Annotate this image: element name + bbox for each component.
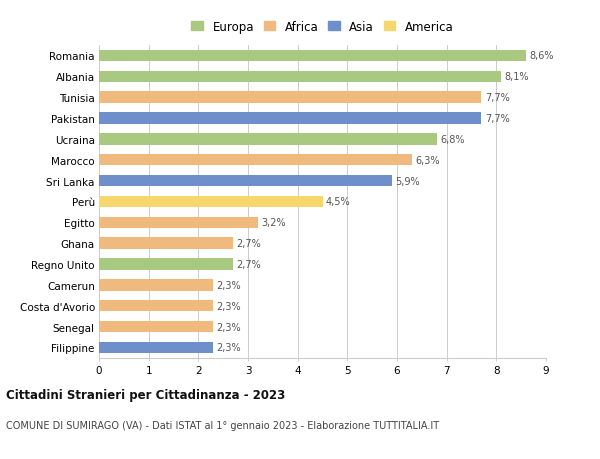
Bar: [99, 113, 481, 124]
Bar: [99, 50, 526, 62]
Text: 7,7%: 7,7%: [485, 114, 509, 124]
Bar: [99, 342, 213, 353]
Text: COMUNE DI SUMIRAGO (VA) - Dati ISTAT al 1° gennaio 2023 - Elaborazione TUTTITALI: COMUNE DI SUMIRAGO (VA) - Dati ISTAT al …: [6, 420, 439, 430]
Bar: [99, 259, 233, 270]
Legend: Europa, Africa, Asia, America: Europa, Africa, Asia, America: [191, 21, 454, 34]
Bar: [99, 72, 502, 83]
Text: 8,1%: 8,1%: [505, 72, 529, 82]
Text: 2,3%: 2,3%: [217, 322, 241, 332]
Bar: [99, 280, 213, 291]
Text: 5,9%: 5,9%: [395, 176, 420, 186]
Bar: [99, 300, 213, 312]
Bar: [99, 238, 233, 249]
Text: 2,7%: 2,7%: [236, 239, 262, 249]
Bar: [99, 217, 258, 229]
Bar: [99, 321, 213, 332]
Text: Cittadini Stranieri per Cittadinanza - 2023: Cittadini Stranieri per Cittadinanza - 2…: [6, 388, 285, 401]
Bar: [99, 134, 437, 145]
Text: 2,7%: 2,7%: [236, 259, 262, 269]
Text: 2,3%: 2,3%: [217, 280, 241, 290]
Text: 3,2%: 3,2%: [262, 218, 286, 228]
Text: 8,6%: 8,6%: [530, 51, 554, 62]
Text: 7,7%: 7,7%: [485, 93, 509, 103]
Text: 6,8%: 6,8%: [440, 134, 465, 145]
Text: 6,3%: 6,3%: [415, 155, 440, 165]
Text: 2,3%: 2,3%: [217, 301, 241, 311]
Text: 2,3%: 2,3%: [217, 342, 241, 353]
Bar: [99, 175, 392, 187]
Bar: [99, 196, 323, 207]
Bar: [99, 155, 412, 166]
Bar: [99, 92, 481, 104]
Text: 4,5%: 4,5%: [326, 197, 350, 207]
